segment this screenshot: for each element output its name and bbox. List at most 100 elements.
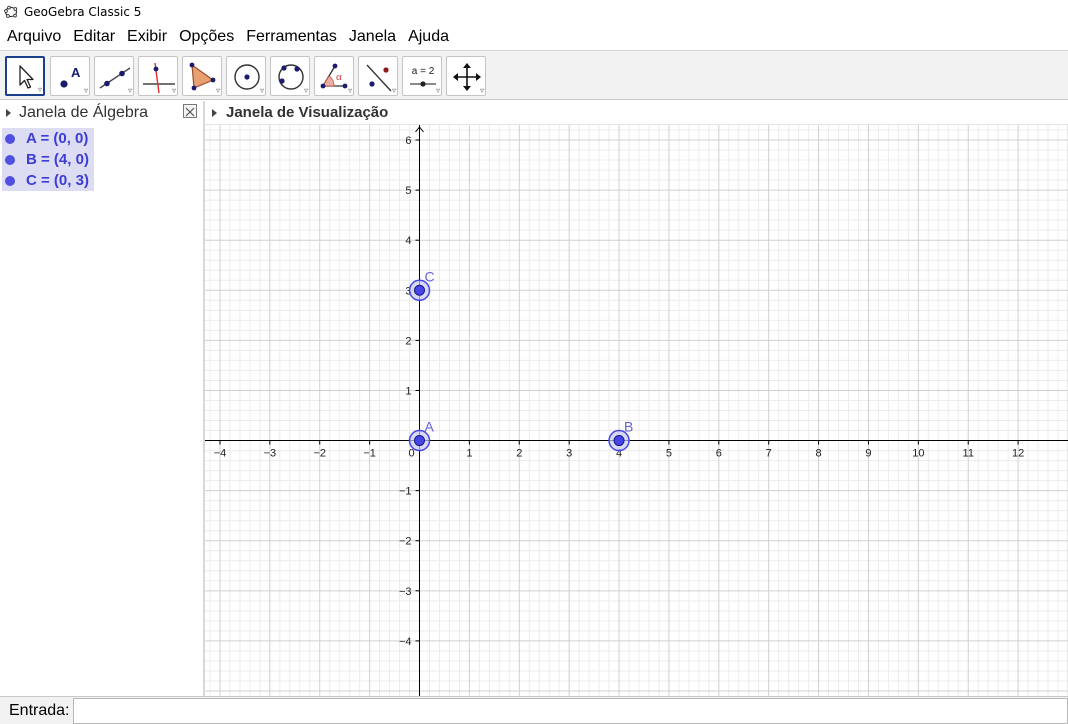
graphics-view-title: Janela de Visualização <box>226 104 389 121</box>
y-tick-label: 1 <box>405 385 411 397</box>
tool-dropdown-icon: ▿ <box>127 86 132 95</box>
close-view-button[interactable] <box>183 104 197 118</box>
x-tick-label: 2 <box>516 448 522 460</box>
point-tool-letter: A <box>71 65 81 80</box>
slider-icon: a = 2 <box>410 66 436 87</box>
point-icon: A <box>60 65 81 88</box>
menu-ajuda[interactable]: Ajuda <box>408 28 449 45</box>
tool-dropdown-icon: ▿ <box>259 86 264 95</box>
circle-three-points-icon <box>278 64 304 90</box>
menu-arquivo[interactable]: Arquivo <box>7 28 62 45</box>
x-tick-label: 10 <box>912 448 924 460</box>
y-axis-arrow <box>415 126 424 133</box>
collapse-triangle-icon[interactable] <box>6 109 11 117</box>
menu-ferramentas[interactable]: Ferramentas <box>246 28 337 45</box>
y-tick-label: −3 <box>399 586 412 598</box>
y-tick-label: 5 <box>405 185 411 197</box>
x-tick-label: −4 <box>214 448 227 460</box>
x-tick-label: −3 <box>264 448 277 460</box>
tool-dropdown-icon: ▿ <box>435 86 440 95</box>
x-tick-label: 11 <box>963 448 974 460</box>
visibility-toggle-icon[interactable] <box>5 175 15 186</box>
y-tick-label: 6 <box>405 135 411 147</box>
point-c <box>414 284 426 296</box>
angle-tool-letter: α <box>336 71 342 83</box>
input-label: Entrada: <box>9 701 70 719</box>
algebra-view-header[interactable]: Janela de Álgebra <box>0 101 203 125</box>
x-tick-label: −1 <box>363 448 376 460</box>
graphics-view-header[interactable]: Janela de Visualização <box>205 101 1068 125</box>
x-tick-label: 4 <box>616 448 622 460</box>
circle-three-points-tool-button[interactable]: ▿ <box>270 56 310 96</box>
title-bar: GeoGebra Classic 5 <box>0 0 1068 24</box>
angle-tool-button[interactable]: α ▿ <box>314 56 354 96</box>
menu-opcoes[interactable]: Opções <box>179 28 235 45</box>
tool-dropdown-icon: ▿ <box>479 86 484 95</box>
menu-bar: Arquivo Editar Exibir Opções Ferramentas… <box>0 24 1068 50</box>
point-tool-button[interactable]: A ▿ <box>50 56 90 96</box>
algebra-object-text: C = (0, 3) <box>26 172 89 189</box>
circle-tool-button[interactable]: ▿ <box>226 56 266 96</box>
visibility-toggle-icon[interactable] <box>5 133 15 144</box>
point-b <box>613 435 625 447</box>
algebra-object-row[interactable]: B = (4, 0) <box>2 149 94 170</box>
polygon-tool-button[interactable]: ▿ <box>182 56 222 96</box>
algebra-object-row[interactable]: A = (0, 0) <box>2 128 94 149</box>
x-tick-label: 3 <box>566 448 572 460</box>
point-label: C <box>425 268 435 284</box>
y-tick-label: 2 <box>405 335 411 347</box>
algebra-view-title: Janela de Álgebra <box>19 104 148 121</box>
menu-exibir[interactable]: Exibir <box>127 28 168 45</box>
algebra-object-text: B = (4, 0) <box>26 151 89 168</box>
move-view-tool-button[interactable]: ▿ <box>446 56 486 96</box>
menu-editar[interactable]: Editar <box>73 28 116 45</box>
arrow-pointer-icon <box>19 65 34 89</box>
y-tick-label: −1 <box>399 486 412 498</box>
tool-dropdown-icon: ▿ <box>391 86 396 95</box>
point-label: B <box>624 419 633 435</box>
slider-tool-letter: a = 2 <box>412 66 435 77</box>
y-tick-label: −4 <box>399 636 412 648</box>
x-tick-label: 7 <box>766 448 772 460</box>
perpendicular-line-icon <box>143 62 175 94</box>
x-tick-label: 8 <box>816 448 822 460</box>
geogebra-logo-icon <box>4 5 18 18</box>
move-tool-button[interactable]: ▿ <box>5 56 45 96</box>
perpendicular-line-tool-button[interactable]: ▿ <box>138 56 178 96</box>
tool-dropdown-icon: ▿ <box>303 86 308 95</box>
tool-dropdown-icon: ▿ <box>171 86 176 95</box>
input-field[interactable] <box>73 697 1068 724</box>
visibility-toggle-icon[interactable] <box>5 154 15 165</box>
input-bar: Entrada: <box>0 696 1068 724</box>
tool-dropdown-icon: ▿ <box>347 86 352 95</box>
slider-tool-button[interactable]: a = 2 ▿ <box>402 56 442 96</box>
x-tick-label: 6 <box>716 448 722 460</box>
polygon-icon <box>189 62 216 91</box>
angle-icon: α <box>320 63 348 89</box>
x-tick-label: 1 <box>466 448 472 460</box>
point-label: A <box>425 419 435 435</box>
y-tick-label: −2 <box>399 536 412 548</box>
view-splitter[interactable] <box>203 101 205 696</box>
window-title: GeoGebra Classic 5 <box>24 5 142 19</box>
algebra-object-text: A = (0, 0) <box>26 130 89 147</box>
line-tool-button[interactable]: ▿ <box>94 56 134 96</box>
toolbar: ▿ A ▿ ▿ ▿ ▿ <box>0 50 1068 100</box>
reflect-about-line-icon <box>366 64 392 92</box>
y-tick-label: 4 <box>405 235 411 247</box>
close-icon <box>185 107 195 117</box>
x-tick-label: 0 <box>408 448 414 460</box>
x-tick-label: 12 <box>1012 448 1024 460</box>
algebra-object-row[interactable]: C = (0, 3) <box>2 170 94 191</box>
tool-dropdown-icon: ▿ <box>37 85 42 94</box>
collapse-triangle-icon[interactable] <box>212 108 217 117</box>
graphics-view[interactable]: −4 −3 −2 −1 0 1 2 3 4 5 6 7 8 9 10 11 12 −4 −3 −2 −1 1 2 3 4 5 6 A B… <box>205 125 1068 696</box>
x-tick-label: 9 <box>865 448 871 460</box>
menu-janela[interactable]: Janela <box>348 28 397 45</box>
move-graphics-view-icon <box>453 63 481 91</box>
line-through-two-points-icon <box>99 67 131 89</box>
tool-dropdown-icon: ▿ <box>215 86 220 95</box>
reflect-tool-button[interactable]: ▿ <box>358 56 398 96</box>
y-tick-label: 3 <box>405 285 411 297</box>
